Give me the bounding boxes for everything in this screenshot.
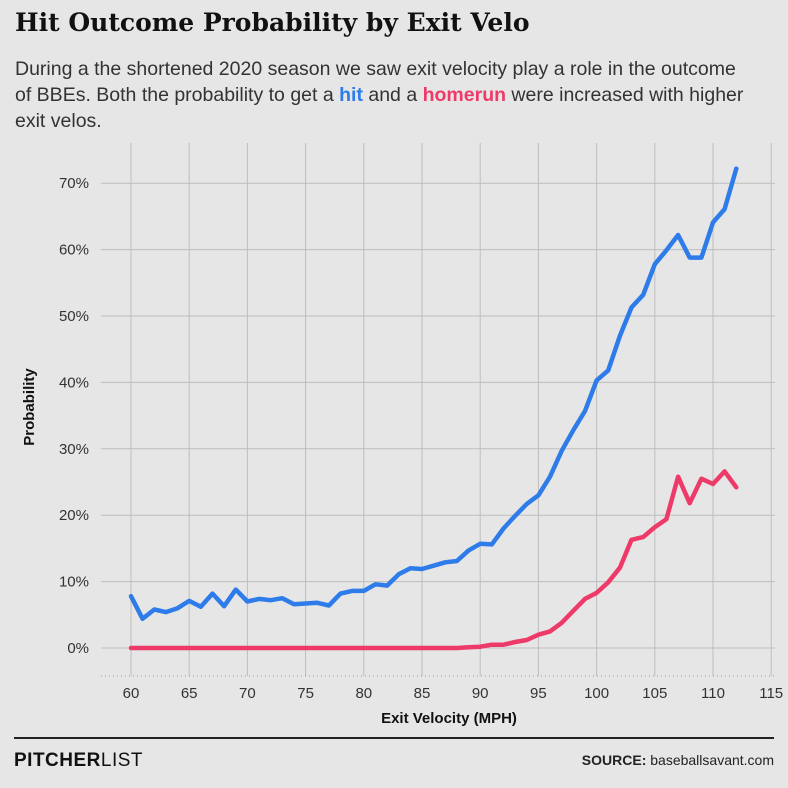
homerun-series-line xyxy=(128,469,739,651)
y-tick-label: 30% xyxy=(59,441,89,458)
logo-light: LIST xyxy=(100,750,144,771)
grid-lines xyxy=(101,143,775,677)
y-tick-label: 60% xyxy=(59,242,89,259)
x-tick-label: 60 xyxy=(123,685,140,702)
hit-series-line xyxy=(128,166,739,622)
x-tick-label: 115 xyxy=(759,685,783,702)
y-axis-label: Probability xyxy=(21,368,38,446)
x-tick-label: 85 xyxy=(414,685,431,702)
logo-bold: PITCHER xyxy=(14,750,101,771)
x-tick-label: 65 xyxy=(181,685,198,702)
x-tick-labels: 60 65 70 75 80 85 90 95 100 105 110 115 xyxy=(123,685,784,702)
x-tick-label: 75 xyxy=(297,685,314,702)
series-lines xyxy=(128,166,739,651)
chart-title: Hit Outcome Probability by Exit Velo xyxy=(15,8,530,37)
y-tick-labels: 0% 10% 20% 30% 40% 50% 60% 70% xyxy=(59,175,89,657)
pitcherlist-logo: PITCHERLIST xyxy=(14,750,143,772)
y-tick-label: 0% xyxy=(67,640,89,657)
subtitle-text-2: and a xyxy=(362,84,423,106)
x-tick-label: 70 xyxy=(239,685,256,702)
source-value: baseballsavant.com xyxy=(650,752,774,768)
x-tick-label: 110 xyxy=(701,685,725,702)
subtitle-text-3: were increased with higher exit velos. xyxy=(15,84,744,132)
x-tick-label: 100 xyxy=(584,685,609,702)
subtitle-hit-word: hit xyxy=(339,84,363,106)
x-tick-label: 90 xyxy=(472,685,489,702)
subtitle-text-1: During a the shortened 2020 season we sa… xyxy=(15,58,736,106)
chart-subtitle: During a the shortened 2020 season we sa… xyxy=(15,56,755,134)
x-axis-label: Exit Velocity (MPH) xyxy=(381,710,517,727)
y-tick-label: 40% xyxy=(59,374,89,391)
source-label: SOURCE: xyxy=(581,752,647,768)
x-tick-label: 80 xyxy=(355,685,372,702)
y-tick-label: 20% xyxy=(59,507,89,524)
source-credit: SOURCE: baseballsavant.com xyxy=(582,752,774,768)
x-tick-label: 95 xyxy=(530,685,547,702)
y-tick-label: 10% xyxy=(59,574,89,591)
subtitle-homerun-word: homerun xyxy=(422,84,507,106)
y-tick-label: 70% xyxy=(59,175,89,192)
x-tick-label: 105 xyxy=(642,685,667,702)
footer-divider xyxy=(14,737,774,739)
y-tick-label: 50% xyxy=(59,308,89,325)
